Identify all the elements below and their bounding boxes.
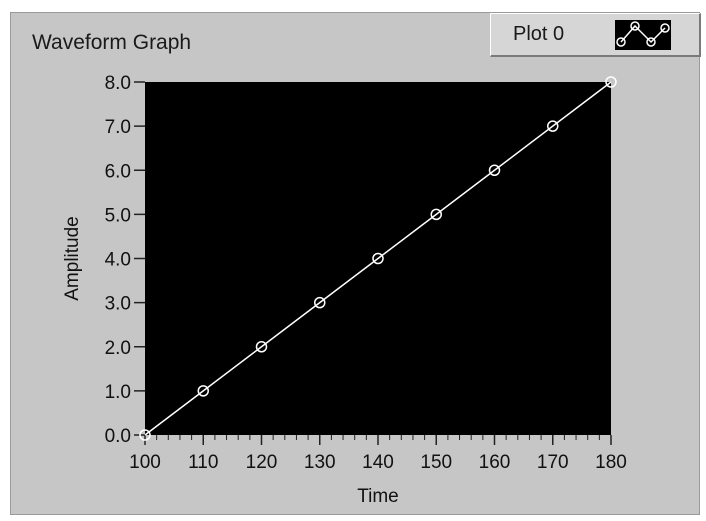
x-axis-title: Time (357, 486, 399, 507)
y-axis-title: Amplitude (62, 216, 83, 301)
y-tick-label: 7.0 (105, 117, 131, 138)
x-tick-label: 180 (595, 452, 627, 473)
y-tick-label: 8.0 (105, 73, 131, 94)
x-tick-label: 140 (362, 452, 394, 473)
x-tick-label: 170 (537, 452, 569, 473)
data-point (372, 252, 384, 265)
graph-title: Waveform Graph (32, 31, 192, 54)
data-point (547, 120, 559, 132)
data-point (430, 208, 442, 221)
y-tick-label: 3.0 (105, 294, 131, 315)
data-point (197, 385, 209, 397)
x-tick-label: 110 (188, 452, 218, 473)
plot-line-swatch-icon[interactable] (615, 20, 671, 50)
x-tick-label: 100 (129, 452, 161, 473)
data-point (139, 429, 151, 441)
data-point (314, 296, 326, 309)
series-line (144, 81, 612, 436)
y-tick-label: 1.0 (105, 382, 131, 403)
legend-label: Plot 0 (513, 23, 565, 45)
y-tick-label: 6.0 (105, 161, 131, 182)
plot-legend[interactable]: Plot 0 (490, 13, 701, 57)
x-tick-label: 150 (420, 452, 452, 473)
data-point (605, 76, 617, 88)
data-point (488, 164, 501, 176)
x-tick-label: 120 (246, 452, 278, 473)
x-tick-label: 160 (479, 452, 511, 473)
y-tick-label: 0.0 (105, 426, 131, 447)
x-tick-label: 130 (304, 452, 336, 473)
y-tick-label: 5.0 (105, 205, 131, 226)
y-tick-label: 2.0 (105, 338, 131, 359)
y-tick-label: 4.0 (105, 250, 131, 271)
data-point (255, 341, 268, 353)
